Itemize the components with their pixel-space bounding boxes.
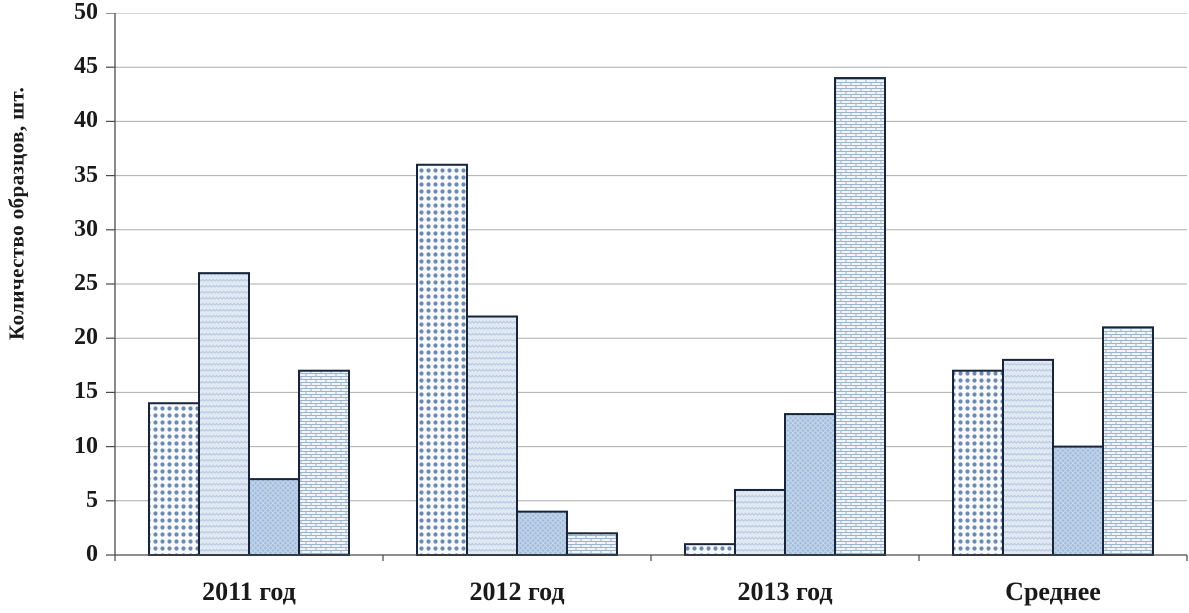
bar-brick-2011 год [298,369,350,556]
bar-dotted-2011 год [148,402,200,556]
bar-brick-2012 год [566,532,618,557]
bar-wave-2012 год [466,315,518,556]
y-axis-title: Количество образцов, шт. [4,86,29,340]
bar-crosshatch-Среднее [1052,445,1104,557]
y-tick-label-20: 20 [74,324,98,351]
y-tick-label-25: 25 [74,270,98,297]
y-tick-label-0: 0 [86,541,98,568]
plot-area [106,13,1188,561]
y-tick-label-5: 5 [86,486,98,513]
x-category-label-2: 2012 год [469,577,565,606]
bar-brick-2013 год [834,77,886,556]
bar-crosshatch-2011 год [248,478,300,556]
bar-dotted-Среднее [952,369,1004,556]
bar-wave-Среднее [1002,358,1054,556]
y-tick-label-35: 35 [74,161,98,188]
y-tick-label-50: 50 [74,0,98,26]
y-tick-label-15: 15 [74,378,98,405]
x-category-label-3: 2013 год [737,577,833,606]
y-tick-label-40: 40 [74,107,98,134]
y-tick-label-30: 30 [74,215,98,242]
y-tick-label-10: 10 [74,432,98,459]
bar-dotted-2013 год [684,543,736,556]
bar-wave-2011 год [198,272,250,556]
x-category-label-1: 2011 год [202,577,296,606]
bar-crosshatch-2012 год [516,510,568,557]
bar-crosshatch-2013 год [784,413,836,556]
bar-dotted-2012 год [416,163,468,556]
bar-wave-2013 год [734,488,786,556]
bar-brick-Среднее [1102,326,1154,556]
y-tick-label-45: 45 [74,53,98,80]
x-category-label-4: Среднее [1005,577,1101,606]
